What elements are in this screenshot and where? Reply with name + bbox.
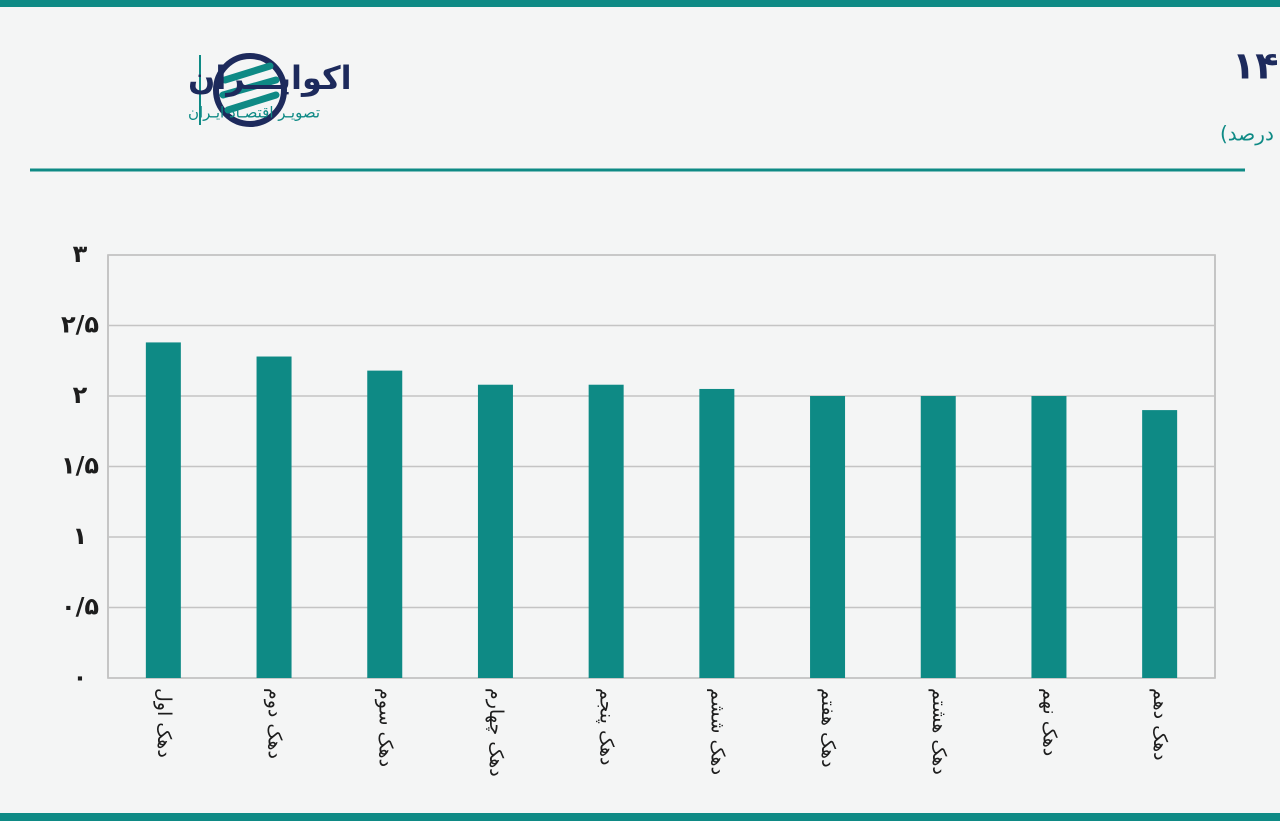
y-tick-label: ۱ (73, 522, 88, 550)
bar (367, 370, 403, 678)
bar (256, 356, 292, 678)
bar (145, 342, 181, 678)
y-tick-label: ۲/۵ (61, 311, 99, 339)
chart-subtitle: (واحد: درصد) (1220, 122, 1280, 146)
x-tick-label: دهک دوم (264, 688, 286, 759)
x-tick-label: دهک پنجم (596, 688, 618, 765)
x-tick-label: دهک دهم (1149, 688, 1171, 761)
top-band (0, 0, 1280, 7)
bar (1031, 396, 1067, 678)
x-tick-label: دهک چهارم (485, 688, 507, 777)
x-tick-label: دهک ششم (706, 688, 728, 775)
bar (810, 396, 846, 678)
bar (588, 384, 624, 678)
x-tick-label: دهک نهم (1038, 688, 1060, 756)
x-tick-label: دهک سوم (374, 688, 396, 767)
y-tick-label: ۰ (73, 663, 88, 691)
y-tick-label: ۰/۵ (61, 593, 99, 621)
logo-name: اکوایـــران (188, 59, 352, 97)
y-tick-label: ۲ (73, 381, 88, 409)
bottom-band (0, 813, 1280, 821)
x-tick-label: دهک اول (153, 688, 175, 758)
x-tick-label: دهک هفتم (817, 688, 839, 768)
bar (920, 396, 956, 678)
x-tick-label: دهک هشتم (928, 688, 950, 775)
logo-tagline: تصویـر اقتصـاد ایـران (188, 104, 320, 122)
bar (699, 388, 735, 678)
logo-icon (213, 53, 287, 127)
chart-title: روند تورم ماهانه دهک ها در بهمن ماه ۱۴۰۰ (1232, 44, 1280, 89)
bar (477, 384, 513, 678)
y-tick-label: ۱/۵ (61, 452, 99, 480)
y-tick-label: ۳ (73, 240, 88, 268)
bar (1142, 410, 1178, 678)
